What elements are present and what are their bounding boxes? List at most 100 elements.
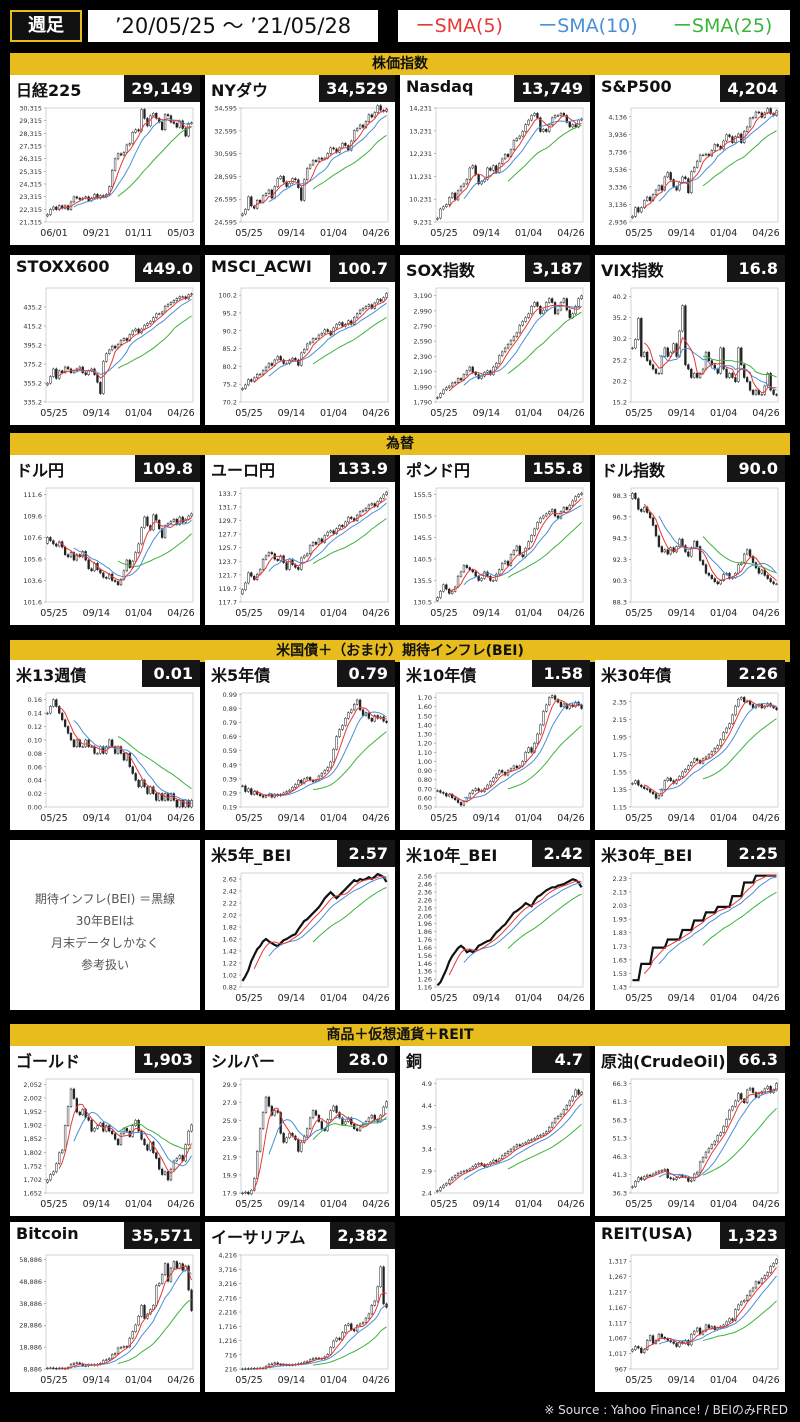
y-tick-label: 1.20	[418, 740, 432, 748]
candle	[663, 347, 666, 357]
candle	[657, 535, 661, 547]
sma5-line	[448, 880, 582, 976]
candle	[775, 110, 778, 116]
x-tick-label: 05/25	[430, 993, 457, 1004]
candle	[52, 1367, 55, 1369]
candle	[169, 521, 173, 524]
sma5-line	[58, 1103, 192, 1174]
x-tick-label: 01/04	[125, 813, 152, 824]
y-tick-label: 3,536	[608, 166, 627, 174]
candle	[93, 746, 96, 754]
candle	[146, 516, 149, 526]
candle	[178, 1263, 181, 1269]
candle	[358, 699, 362, 711]
chart-title: Bitcoin	[16, 1224, 79, 1243]
y-tick-label: 80.2	[223, 363, 237, 371]
x-tick-label: 04/26	[167, 408, 194, 419]
candle	[471, 366, 474, 373]
sma25-line	[702, 718, 777, 780]
plot-frame	[435, 287, 584, 403]
candle	[760, 394, 763, 396]
chart-title: ドル円	[16, 461, 65, 480]
candle	[550, 117, 554, 125]
candle	[155, 313, 158, 318]
candle	[757, 567, 761, 574]
y-tick-label: 98.3	[613, 492, 627, 500]
y-tick-label: 0.10	[28, 736, 42, 744]
candle	[385, 293, 388, 298]
candle	[75, 554, 79, 561]
candle	[244, 785, 247, 792]
candle	[87, 370, 90, 375]
sma10-line	[658, 876, 777, 965]
candle	[672, 1178, 675, 1180]
x-tick-label: 05/25	[625, 1375, 652, 1386]
candle	[143, 109, 146, 119]
candle	[190, 513, 193, 517]
candle	[701, 154, 705, 157]
bei-line	[241, 872, 388, 982]
y-tick-label: 30,315	[19, 105, 42, 113]
y-tick-label: 15.2	[613, 399, 627, 407]
candle	[643, 1349, 646, 1353]
y-tick-label: 0.69	[223, 733, 237, 741]
sma10-line	[658, 347, 777, 391]
last-value: 1,903	[135, 1046, 200, 1073]
candle	[506, 560, 510, 566]
y-tick-label: 1.26	[418, 976, 432, 984]
candle	[326, 329, 329, 332]
candle	[536, 302, 539, 307]
candle	[276, 559, 279, 561]
candle	[181, 516, 184, 523]
y-tick-label: 90.3	[613, 577, 627, 585]
candle	[530, 305, 533, 315]
candle	[72, 739, 76, 747]
candle	[175, 800, 178, 808]
candle	[58, 205, 61, 210]
candle	[190, 1124, 193, 1132]
candle	[160, 793, 164, 801]
candle	[137, 1120, 140, 1132]
candle	[663, 780, 666, 790]
candle	[545, 1131, 548, 1135]
candle	[46, 214, 49, 217]
candle	[713, 747, 716, 753]
candle	[451, 192, 454, 198]
candle	[506, 343, 510, 349]
sma25-line	[507, 725, 582, 790]
candle	[695, 373, 699, 378]
chart-panel: 銅 4.7 4.9 4.4 3.9 3.4 2.9 2.4 05/25 09/14 01/04 04/…	[400, 1046, 590, 1216]
candle	[471, 1166, 474, 1170]
candle	[244, 209, 247, 215]
y-tick-label: 2.46	[418, 881, 432, 889]
candle	[574, 496, 577, 502]
candle	[282, 359, 285, 364]
candle	[253, 791, 256, 795]
candle	[264, 193, 268, 196]
candle	[358, 511, 362, 516]
sma10-line	[658, 113, 777, 202]
last-value: 0.01	[142, 660, 200, 687]
sma10-line	[463, 882, 582, 963]
x-tick-label: 05/25	[235, 1199, 262, 1210]
y-tick-label: 48,886	[19, 1278, 42, 1286]
candle	[241, 1192, 244, 1195]
candle	[637, 780, 640, 786]
candle	[116, 1347, 120, 1354]
candle	[456, 1173, 460, 1176]
chart-plot: 2.562.462.362.262.162.061.961.861.761.66…	[418, 873, 585, 1004]
sma5-line	[58, 517, 192, 581]
candle	[335, 324, 338, 329]
candle	[52, 368, 55, 377]
sma10-line	[268, 502, 387, 572]
candle	[341, 143, 344, 149]
y-tick-label: 2.56	[418, 873, 432, 881]
candle	[666, 1169, 669, 1178]
sma5-line	[58, 295, 192, 379]
candle	[143, 1139, 146, 1145]
candle	[341, 1117, 344, 1125]
candle	[556, 309, 560, 315]
candle	[751, 117, 755, 119]
x-tick-label: 04/26	[362, 608, 389, 619]
candle	[663, 176, 666, 191]
